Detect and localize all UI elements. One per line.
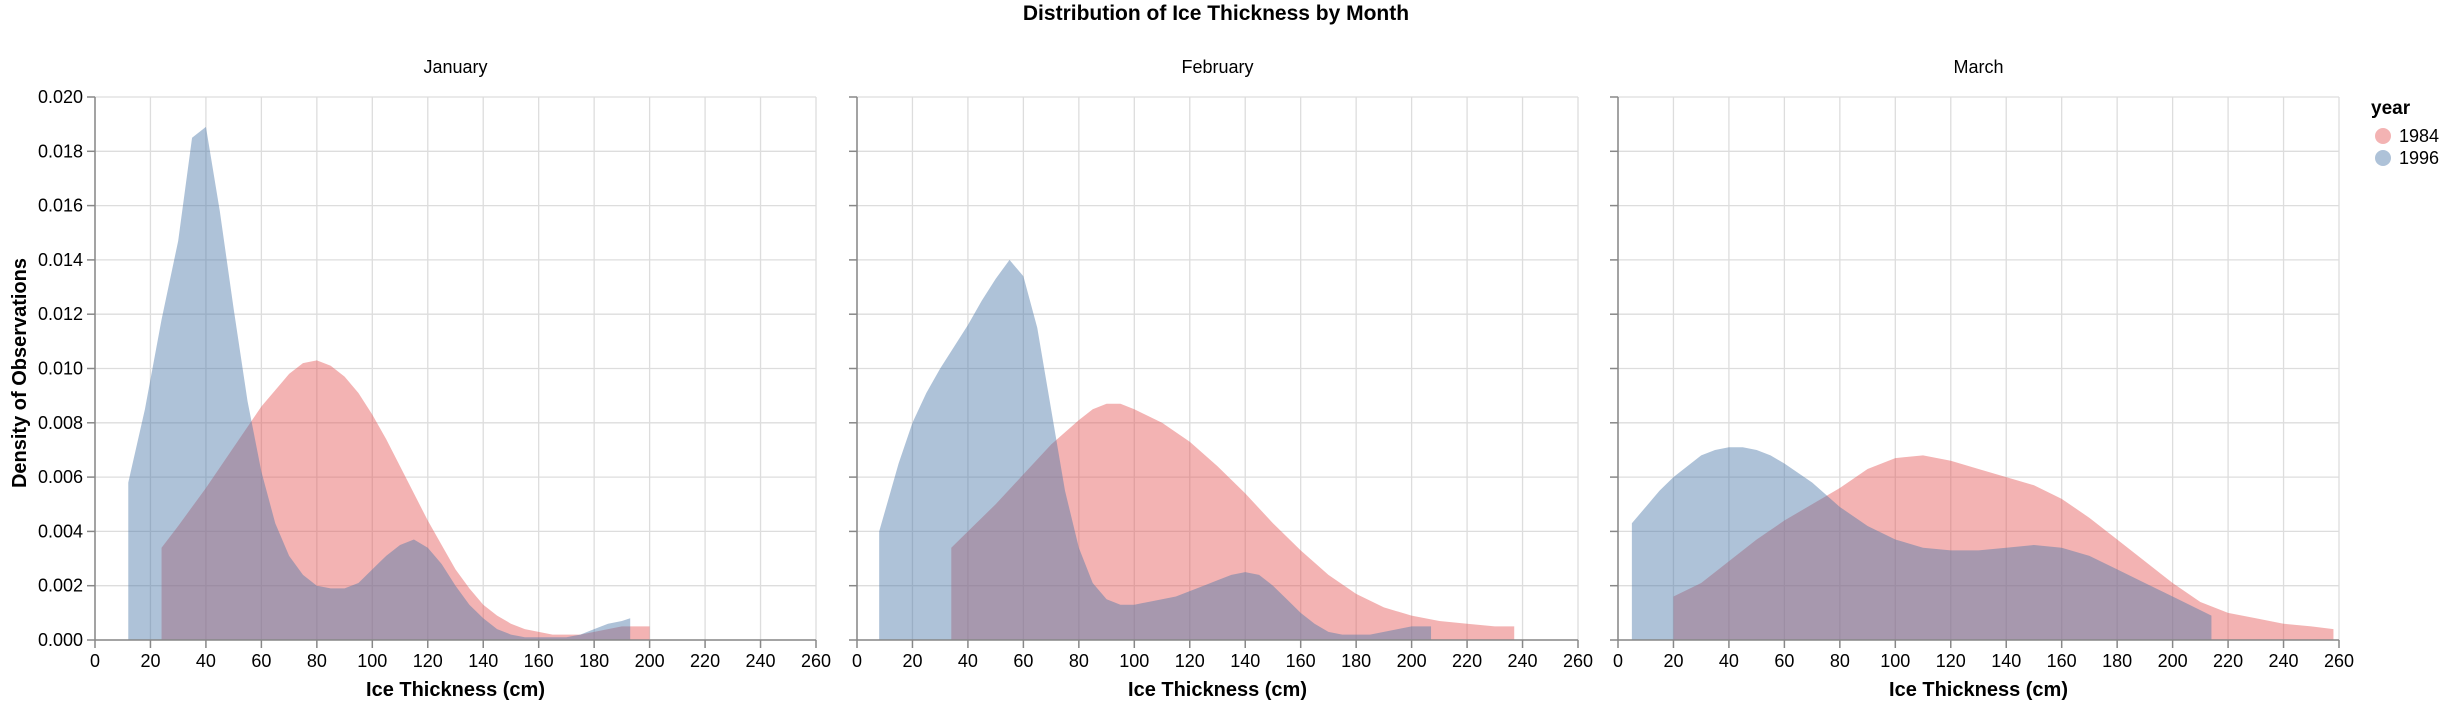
y-tick-label: 0.006 bbox=[38, 467, 83, 487]
x-tick-label: 60 bbox=[1774, 651, 1794, 671]
x-tick-label: 260 bbox=[1563, 651, 1593, 671]
y-axis bbox=[1610, 96, 1619, 641]
x-tick-label: 120 bbox=[1175, 651, 1205, 671]
y-tick-label: 0.018 bbox=[38, 141, 83, 161]
x-axis: 0 20 40 60 80 100 120 140 160 180 200 220 240 260 Ice … bbox=[852, 639, 1593, 701]
x-axis-title: Ice Thickness (cm) bbox=[1889, 679, 2068, 701]
facet-panel-march: March 0 20 40 60 80 100 120 140 160 180 200 220 240 26… bbox=[1610, 57, 2354, 701]
y-axis: 0.000 0.002 0.004 0.006 0.008 0.010 0.012 0.014… bbox=[38, 87, 96, 650]
x-tick-label: 100 bbox=[1119, 651, 1149, 671]
legend-label-1996: 1996 bbox=[2399, 148, 2439, 168]
area-1996-february bbox=[879, 259, 1432, 640]
legend-label-1984: 1984 bbox=[2399, 126, 2439, 146]
gridlines bbox=[1617, 96, 2340, 641]
y-tick-label: 0.012 bbox=[38, 304, 83, 324]
x-tick-label: 20 bbox=[140, 651, 160, 671]
x-axis-title: Ice Thickness (cm) bbox=[366, 679, 545, 701]
x-tick-label: 240 bbox=[746, 651, 776, 671]
x-tick-label: 180 bbox=[2102, 651, 2132, 671]
y-axis bbox=[849, 96, 858, 641]
x-tick-label: 0 bbox=[852, 651, 862, 671]
x-tick-label: 40 bbox=[196, 651, 216, 671]
facet-title: February bbox=[1181, 57, 1253, 77]
x-tick-label: 80 bbox=[1830, 651, 1850, 671]
x-tick-label: 40 bbox=[958, 651, 978, 671]
area-1996-march bbox=[1631, 447, 2212, 640]
legend-swatch-1984 bbox=[2375, 128, 2391, 144]
area-1984-january bbox=[161, 360, 650, 640]
gridlines bbox=[856, 96, 1579, 641]
facet-panel-february: February 0 20 40 60 80 100 120 140 160 180 200 220 24… bbox=[849, 57, 1593, 701]
x-tick-label: 220 bbox=[690, 651, 720, 671]
x-tick-label: 100 bbox=[357, 651, 387, 671]
y-axis-title: Density of Observations bbox=[9, 258, 31, 488]
x-tick-label: 200 bbox=[1397, 651, 1427, 671]
x-tick-label: 20 bbox=[902, 651, 922, 671]
area-1984-march bbox=[1673, 455, 2334, 640]
x-tick-label: 260 bbox=[801, 651, 831, 671]
x-tick-label: 20 bbox=[1663, 651, 1683, 671]
x-tick-label: 100 bbox=[1880, 651, 1910, 671]
x-tick-label: 180 bbox=[579, 651, 609, 671]
x-tick-label: 0 bbox=[1613, 651, 1623, 671]
x-tick-label: 140 bbox=[468, 651, 498, 671]
x-tick-label: 200 bbox=[635, 651, 665, 671]
x-tick-label: 220 bbox=[1452, 651, 1482, 671]
x-tick-label: 140 bbox=[1991, 651, 2021, 671]
x-tick-label: 60 bbox=[251, 651, 271, 671]
gridlines bbox=[94, 96, 817, 641]
x-axis: 0 20 40 60 80 100 120 140 160 180 200 220 240 260 Ice … bbox=[90, 639, 831, 701]
y-tick-label: 0.000 bbox=[38, 630, 83, 650]
x-tick-label: 160 bbox=[1286, 651, 1316, 671]
area-1984-february bbox=[951, 403, 1515, 640]
x-tick-label: 240 bbox=[2269, 651, 2299, 671]
y-tick-label: 0.010 bbox=[38, 359, 83, 379]
x-tick-label: 120 bbox=[1936, 651, 1966, 671]
y-tick-label: 0.020 bbox=[38, 87, 83, 107]
x-axis-title: Ice Thickness (cm) bbox=[1128, 679, 1307, 701]
x-tick-label: 240 bbox=[1508, 651, 1538, 671]
x-tick-label: 80 bbox=[307, 651, 327, 671]
x-tick-label: 120 bbox=[413, 651, 443, 671]
y-tick-label: 0.014 bbox=[38, 250, 83, 270]
y-tick-label: 0.016 bbox=[38, 196, 83, 216]
facet-title: January bbox=[423, 57, 487, 77]
y-tick-label: 0.004 bbox=[38, 521, 83, 541]
chart-title: Distribution of Ice Thickness by Month bbox=[1023, 2, 1409, 25]
x-axis: 0 20 40 60 80 100 120 140 160 180 200 220 240 260 Ice … bbox=[1613, 639, 2354, 701]
x-tick-label: 260 bbox=[2324, 651, 2354, 671]
x-tick-label: 160 bbox=[524, 651, 554, 671]
x-tick-label: 140 bbox=[1230, 651, 1260, 671]
legend-title: year bbox=[2371, 98, 2411, 119]
facet-title: March bbox=[1953, 57, 2003, 77]
x-tick-label: 200 bbox=[2158, 651, 2188, 671]
x-tick-label: 220 bbox=[2213, 651, 2243, 671]
x-tick-label: 40 bbox=[1719, 651, 1739, 671]
x-tick-label: 180 bbox=[1341, 651, 1371, 671]
x-tick-label: 80 bbox=[1069, 651, 1089, 671]
y-tick-label: 0.008 bbox=[38, 413, 83, 433]
x-tick-label: 160 bbox=[2047, 651, 2077, 671]
facet-panel-january: January 0 20 40 60 80 100 120 140 160 180 200 220 240… bbox=[38, 57, 831, 701]
x-tick-label: 60 bbox=[1013, 651, 1033, 671]
legend-swatch-1996 bbox=[2375, 150, 2391, 166]
x-tick-label: 0 bbox=[90, 651, 100, 671]
y-tick-label: 0.002 bbox=[38, 576, 83, 596]
area-1996-january bbox=[128, 126, 631, 641]
